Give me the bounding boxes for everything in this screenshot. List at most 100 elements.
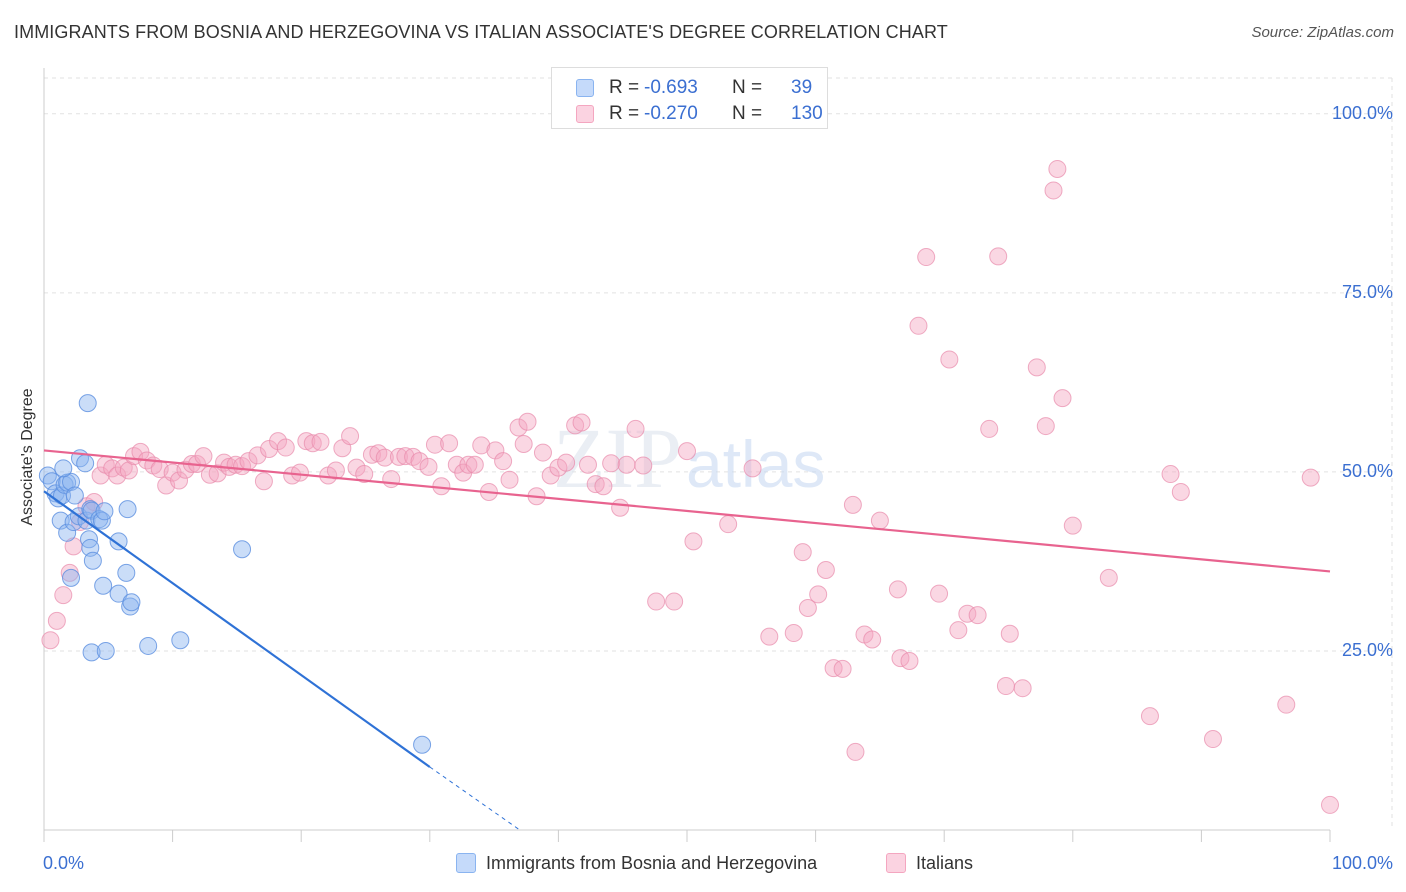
point-italians bbox=[578, 455, 597, 474]
point-italians bbox=[459, 455, 478, 474]
point-italians bbox=[816, 561, 835, 580]
y-axis-label: Associate's Degree bbox=[19, 388, 36, 526]
point-bosnia bbox=[233, 540, 252, 559]
x-tick-max: 100.0% bbox=[1331, 853, 1393, 873]
point-bosnia bbox=[95, 502, 114, 521]
point-bosnia bbox=[118, 500, 137, 519]
y-tick-label: 25.0% bbox=[1341, 639, 1393, 660]
point-italians bbox=[297, 432, 316, 451]
legend-r-value-bosnia: -0.693 bbox=[644, 77, 698, 98]
point-italians bbox=[1171, 482, 1190, 501]
point-italians bbox=[1048, 159, 1067, 178]
point-bosnia bbox=[94, 576, 113, 595]
point-italians bbox=[1036, 417, 1055, 436]
point-italians bbox=[949, 621, 968, 640]
point-italians bbox=[1013, 679, 1032, 698]
point-italians bbox=[500, 470, 519, 489]
axes bbox=[43, 68, 1331, 842]
point-italians bbox=[170, 471, 189, 490]
point-italians bbox=[980, 419, 999, 438]
point-italians bbox=[389, 447, 408, 466]
point-italians bbox=[248, 446, 267, 465]
point-italians bbox=[518, 412, 537, 431]
point-italians bbox=[1099, 568, 1118, 587]
y-tick-label: 50.0% bbox=[1341, 460, 1393, 481]
bottom-legend-swatch-bosnia bbox=[456, 853, 476, 873]
point-italians bbox=[557, 453, 576, 472]
trend-lines bbox=[43, 449, 1331, 831]
point-italians bbox=[684, 532, 703, 551]
point-italians bbox=[1321, 795, 1339, 814]
point-italians bbox=[798, 598, 817, 617]
point-italians bbox=[1063, 516, 1082, 535]
point-bosnia bbox=[413, 735, 432, 754]
point-bosnia bbox=[62, 472, 81, 491]
point-italians bbox=[119, 461, 138, 480]
point-italians bbox=[269, 432, 288, 451]
point-italians bbox=[809, 585, 828, 604]
point-italians bbox=[114, 458, 133, 477]
legend-r-label: R = bbox=[609, 77, 640, 98]
legend-n-value-bosnia: 39 bbox=[791, 77, 813, 98]
point-italians bbox=[54, 586, 73, 605]
point-italians bbox=[303, 434, 322, 453]
point-bosnia bbox=[96, 641, 115, 660]
y-tick-label: 100.0% bbox=[1331, 102, 1393, 123]
point-bosnia bbox=[78, 394, 97, 413]
point-bosnia bbox=[76, 454, 95, 473]
legend-r-value-italians: -0.270 bbox=[644, 103, 698, 124]
point-bosnia bbox=[117, 563, 136, 582]
point-italians bbox=[41, 631, 60, 650]
point-italians bbox=[602, 454, 621, 473]
point-italians bbox=[1140, 707, 1159, 726]
point-italians bbox=[341, 427, 360, 446]
point-italians bbox=[572, 413, 591, 432]
point-italians bbox=[647, 592, 666, 611]
point-italians bbox=[665, 592, 684, 611]
bottom-legend-label-italians: Italians bbox=[916, 853, 974, 873]
legend-n-value-italians: 130 bbox=[791, 103, 823, 124]
trend-line-bosnia-extension bbox=[429, 766, 521, 831]
point-italians bbox=[514, 434, 533, 453]
x-tick-min: 0.0% bbox=[43, 853, 85, 873]
point-italians bbox=[743, 459, 762, 478]
legend-r-label: R = bbox=[609, 103, 640, 124]
point-italians bbox=[824, 659, 843, 678]
point-italians bbox=[760, 627, 779, 646]
point-italians bbox=[968, 606, 987, 625]
point-italians bbox=[719, 515, 738, 534]
point-italians bbox=[440, 434, 459, 453]
trend-line-bosnia bbox=[43, 490, 431, 768]
source-label: Source: ZipAtlas.com bbox=[1251, 24, 1394, 41]
series-bosnia bbox=[38, 394, 432, 754]
point-bosnia bbox=[58, 523, 77, 542]
point-italians bbox=[355, 465, 374, 484]
point-italians bbox=[1301, 468, 1320, 487]
point-bosnia bbox=[171, 631, 190, 650]
point-bosnia bbox=[83, 551, 102, 570]
point-italians bbox=[833, 659, 852, 678]
point-italians bbox=[472, 436, 491, 455]
point-italians bbox=[678, 442, 696, 461]
point-italians bbox=[419, 457, 438, 476]
point-italians bbox=[541, 466, 560, 485]
legend-swatch-bosnia bbox=[576, 79, 594, 97]
point-bosnia bbox=[81, 500, 100, 519]
point-italians bbox=[347, 458, 366, 477]
point-italians bbox=[1161, 465, 1180, 484]
point-italians bbox=[1277, 695, 1296, 714]
y-tick-label: 75.0% bbox=[1341, 281, 1393, 302]
bottom-legend-label-bosnia: Immigrants from Bosnia and Herzegovina bbox=[486, 853, 818, 873]
point-italians bbox=[276, 438, 295, 457]
point-italians bbox=[900, 651, 919, 670]
point-italians bbox=[870, 511, 889, 530]
point-italians bbox=[533, 443, 552, 462]
chart-title: IMMIGRANTS FROM BOSNIA AND HERZEGOVINA V… bbox=[14, 22, 948, 42]
point-italians bbox=[1027, 358, 1046, 377]
bottom-legend-swatch-italians bbox=[886, 853, 906, 873]
legend-n-label: N = bbox=[732, 77, 763, 98]
point-bosnia bbox=[109, 532, 128, 551]
point-italians bbox=[917, 248, 936, 267]
point-italians bbox=[194, 447, 213, 466]
